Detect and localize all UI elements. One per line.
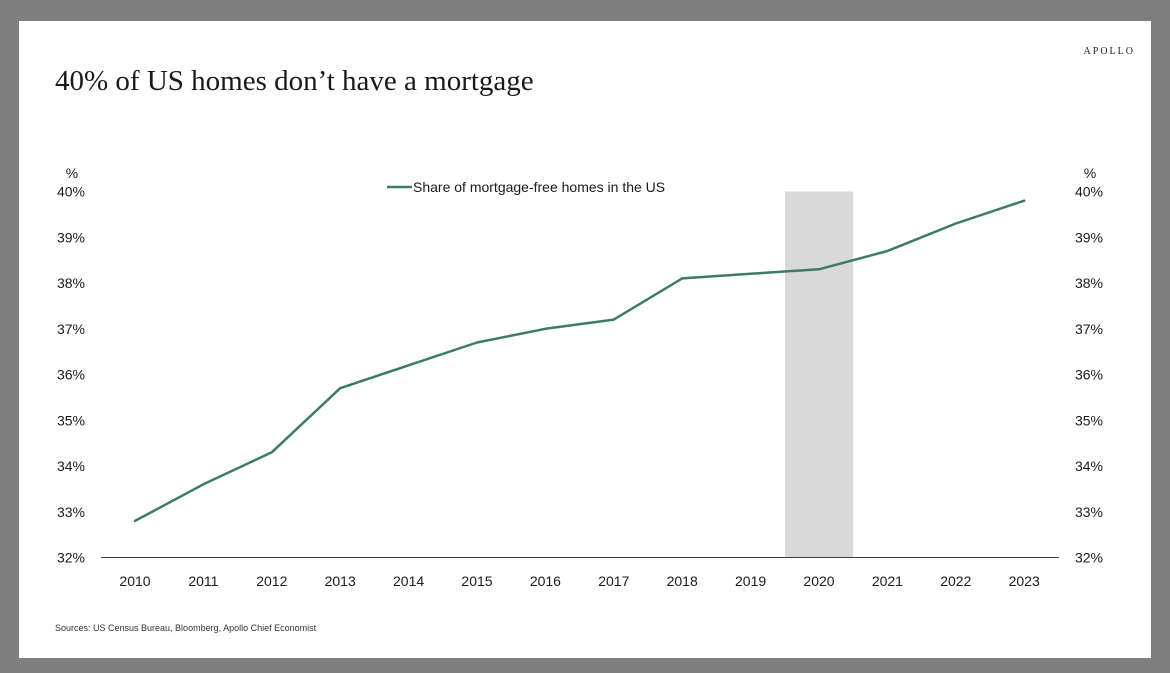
y-tick-label-left: 38% xyxy=(57,275,85,291)
series-line xyxy=(133,199,1026,523)
x-tick-label: 2014 xyxy=(393,573,424,589)
y-tick-label-right: 37% xyxy=(1075,321,1103,337)
x-tick-label: 2013 xyxy=(325,573,356,589)
x-tick-label: 2020 xyxy=(803,573,834,589)
y-tick-label-right: 36% xyxy=(1075,367,1103,383)
x-tick-label: 2015 xyxy=(461,573,492,589)
y-axis-unit-left: % xyxy=(66,165,78,181)
y-axis-unit-right: % xyxy=(1084,165,1096,181)
y-tick-label-right: 33% xyxy=(1075,504,1103,520)
x-tick-label: 2011 xyxy=(188,573,218,589)
x-tick-label: 2010 xyxy=(119,573,150,589)
x-tick-label: 2021 xyxy=(872,573,903,589)
x-tick-label: 2019 xyxy=(735,573,766,589)
slide: APOLLO 40% of US homes don’t have a mort… xyxy=(19,21,1151,658)
source-note: Sources: US Census Bureau, Bloomberg, Ap… xyxy=(55,623,317,633)
chart: % % 32% 32% 33% 33% 34% 34% 35% 35% 36% 36% 37% 37% 38… xyxy=(57,165,1103,589)
y-tick-label-left: 39% xyxy=(57,229,85,245)
y-tick-label-left: 32% xyxy=(57,550,85,566)
y-tick-label-left: 34% xyxy=(57,458,85,474)
y-tick-label-right: 34% xyxy=(1075,458,1103,474)
y-tick-label-right: 39% xyxy=(1075,229,1103,245)
y-tick-label-right: 38% xyxy=(1075,275,1103,291)
x-tick-label: 2022 xyxy=(940,573,971,589)
x-tick-label: 2016 xyxy=(530,573,561,589)
y-tick-label-left: 33% xyxy=(57,504,85,520)
y-tick-label-right: 40% xyxy=(1075,184,1103,200)
x-tick-label: 2018 xyxy=(667,573,698,589)
y-tick-label-left: 36% xyxy=(57,367,85,383)
y-tick-label-right: 35% xyxy=(1075,412,1103,428)
y-tick-label-left: 40% xyxy=(57,184,85,200)
chart-title: 40% of US homes don’t have a mortgage xyxy=(55,65,534,97)
legend-label: Share of mortgage-free homes in the US xyxy=(413,179,665,195)
shaded-region-2020 xyxy=(785,191,853,558)
x-tick-label: 2012 xyxy=(256,573,287,589)
y-tick-label-left: 35% xyxy=(57,412,85,428)
x-tick-label: 2023 xyxy=(1009,573,1040,589)
brand-logo: APOLLO xyxy=(1083,46,1135,57)
y-tick-label-left: 37% xyxy=(57,321,85,337)
y-tick-label-right: 32% xyxy=(1075,550,1103,566)
x-tick-label: 2017 xyxy=(598,573,629,589)
